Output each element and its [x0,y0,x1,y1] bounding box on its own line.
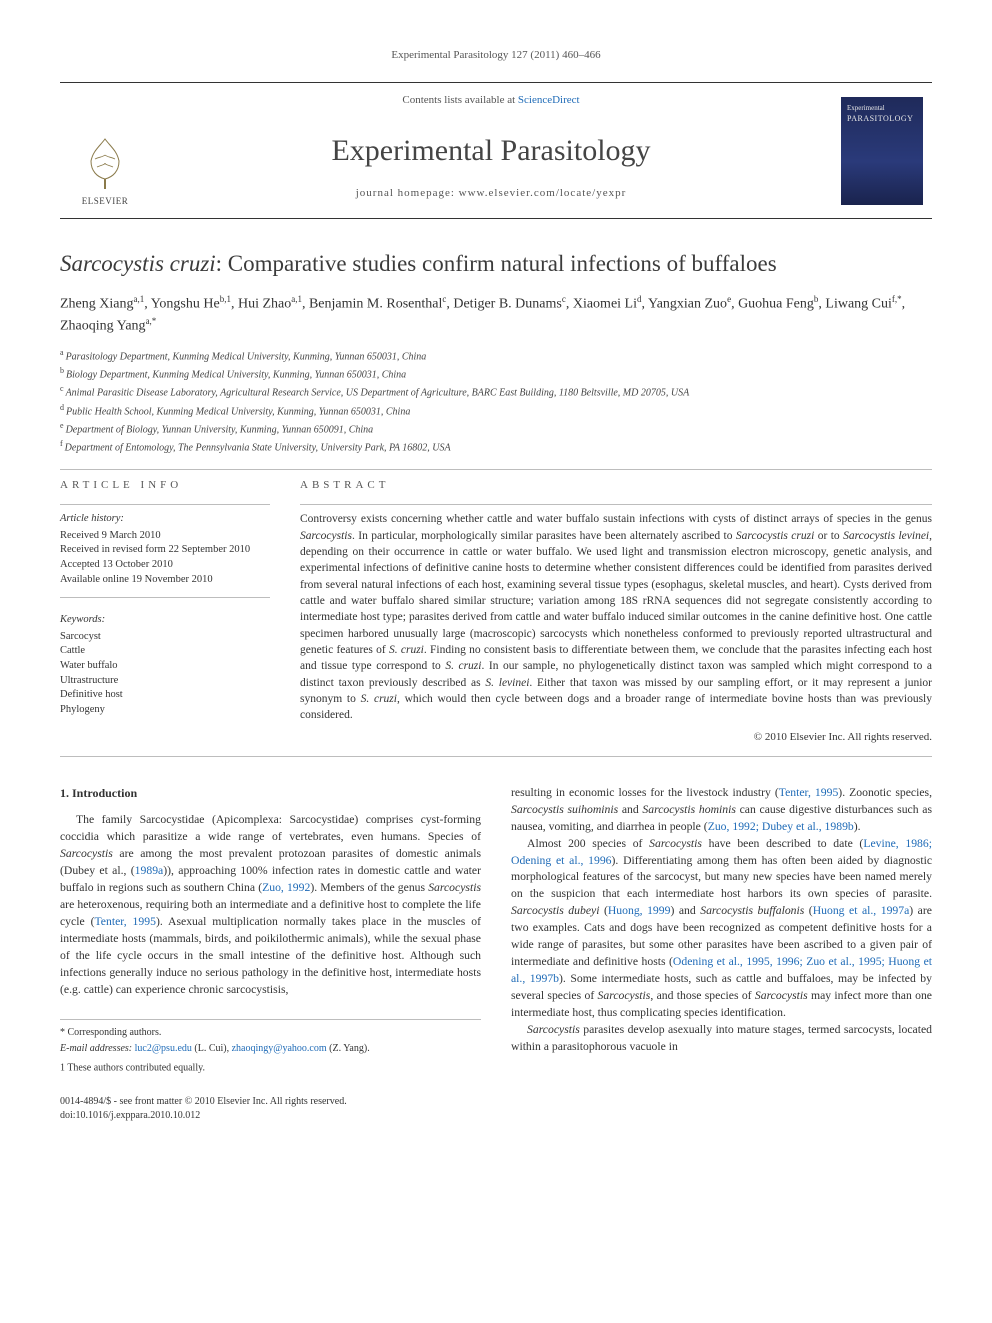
footer-line-1: 0014-4894/$ - see front matter © 2010 El… [60,1095,932,1109]
right-paragraphs: resulting in economic losses for the liv… [511,785,932,1057]
keywords-label: Keywords: [60,612,270,627]
divider-below-abstract [60,756,932,757]
publisher-name: ELSEVIER [82,195,129,208]
affiliation-line: cAnimal Parasitic Disease Laboratory, Ag… [60,383,932,400]
abstract-heading: abstract [300,478,932,494]
article-info-column: article info Article history: Received 9… [60,478,270,745]
journal-homepage-line: journal homepage: www.elsevier.com/locat… [158,186,824,202]
running-head: Experimental Parasitology 127 (2011) 460… [60,48,932,64]
keyword-line: Sarcocyst [60,630,270,645]
cover-small-label: Experimental [847,103,917,113]
article-title: Sarcocystis cruzi: Comparative studies c… [60,249,932,279]
article-info-heading: article info [60,478,270,494]
footnote-equal-text: 1 These authors contributed equally. [60,1062,205,1073]
footnotes-block: * Corresponding authors. E-mail addresse… [60,1019,481,1075]
info-abstract-row: article info Article history: Received 9… [60,478,932,745]
affiliation-line: fDepartment of Entomology, The Pennsylva… [60,438,932,455]
history-line: Received 9 March 2010 [60,529,270,544]
author-list: Zheng Xianga,1, Yongshu Heb,1, Hui Zhaoa… [60,293,932,336]
keyword-line: Definitive host [60,688,270,703]
journal-title: Experimental Parasitology [158,129,824,173]
keywords-lines: SarcocystCattleWater buffaloUltrastructu… [60,630,270,718]
affiliation-line: dPublic Health School, Kunming Medical U… [60,402,932,419]
footnote-equal-contribution: 1 These authors contributed equally. [60,1058,481,1075]
divider-info-2 [60,597,270,598]
history-line: Accepted 13 October 2010 [60,558,270,573]
footnote-emails: E-mail addresses: luc2@psu.edu (L. Cui),… [60,1042,481,1056]
masthead-center: Contents lists available at ScienceDirec… [150,83,832,218]
journal-cover-thumbnail: Experimental PARASITOLOGY [841,97,923,205]
body-paragraph: Sarcocystis parasites develop asexually … [511,1022,932,1056]
history-line: Received in revised form 22 September 20… [60,543,270,558]
abstract-column: abstract Controversy exists concerning w… [300,478,932,745]
body-two-column: 1. Introduction The family Sarcocystidae… [60,785,932,1077]
body-paragraph: Almost 200 species of Sarcocystis have b… [511,836,932,1023]
divider-top [60,469,932,470]
history-line: Available online 19 November 2010 [60,573,270,588]
body-paragraph: The family Sarcocystidae (Apicomplexa: S… [60,812,481,999]
divider-info [60,504,270,505]
section-heading-intro: 1. Introduction [60,785,481,802]
homepage-url: www.elsevier.com/locate/yexpr [459,187,627,199]
footnote-corresponding: * Corresponding authors. [60,1026,481,1040]
history-label: Article history: [60,511,270,526]
affiliation-line: aParasitology Department, Kunming Medica… [60,347,932,364]
body-paragraph: resulting in economic losses for the liv… [511,785,932,836]
affiliation-line: bBiology Department, Kunming Medical Uni… [60,365,932,382]
footnote-email-links: luc2@psu.edu (L. Cui), zhaoqingy@yahoo.c… [135,1043,370,1054]
footer-line-2: doi:10.1016/j.exppara.2010.10.012 [60,1109,932,1123]
keyword-line: Water buffalo [60,659,270,674]
cover-main-label: PARASITOLOGY [847,113,917,125]
affiliation-line: eDepartment of Biology, Yunnan Universit… [60,420,932,437]
keyword-line: Ultrastructure [60,674,270,689]
contents-available-line: Contents lists available at ScienceDirec… [158,93,824,109]
publisher-logo-block: ELSEVIER [60,83,150,218]
body-column-right: resulting in economic losses for the liv… [511,785,932,1077]
abstract-copyright: © 2010 Elsevier Inc. All rights reserved… [300,730,932,746]
affiliation-list: aParasitology Department, Kunming Medica… [60,347,932,456]
body-column-left: 1. Introduction The family Sarcocystidae… [60,785,481,1077]
sciencedirect-link[interactable]: ScienceDirect [518,94,580,106]
history-lines: Received 9 March 2010Received in revised… [60,529,270,588]
page-root: Experimental Parasitology 127 (2011) 460… [0,0,992,1153]
footnote-email-label: E-mail addresses: [60,1043,132,1054]
keyword-line: Phylogeny [60,703,270,718]
article-title-italic: Sarcocystis cruzi [60,251,216,276]
cover-thumb-block: Experimental PARASITOLOGY [832,83,932,218]
keyword-line: Cattle [60,644,270,659]
elsevier-tree-icon [81,133,129,191]
abstract-text: Controversy exists concerning whether ca… [300,511,932,723]
left-paragraphs: The family Sarcocystidae (Apicomplexa: S… [60,812,481,999]
article-title-rest: : Comparative studies confirm natural in… [216,251,777,276]
page-footer: 0014-4894/$ - see front matter © 2010 El… [60,1095,932,1123]
contents-prefix: Contents lists available at [402,94,517,106]
homepage-prefix: journal homepage: [356,187,459,199]
masthead: ELSEVIER Contents lists available at Sci… [60,82,932,219]
email-link[interactable]: luc2@psu.edu [135,1043,192,1054]
divider-abs [300,504,932,505]
email-link[interactable]: zhaoqingy@yahoo.com [232,1043,327,1054]
